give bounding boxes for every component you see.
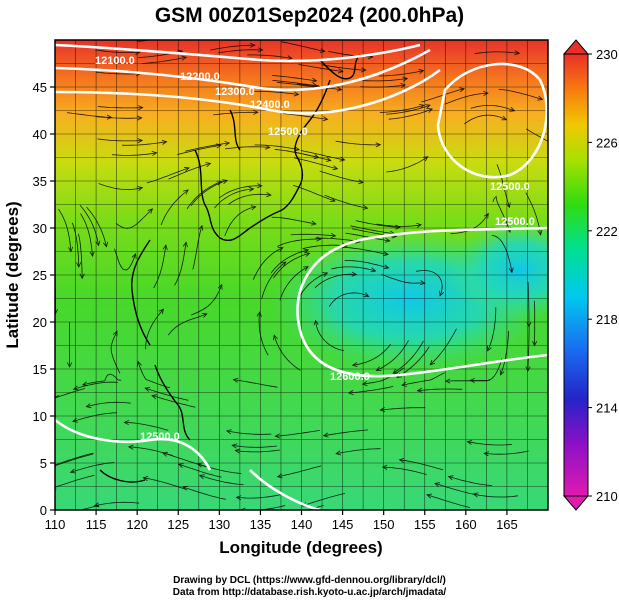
colorbar-tick-label: 218 xyxy=(596,312,618,327)
x-tick-label: 125 xyxy=(167,517,189,532)
y-axis-ticks: 0 5 10 15 20 25 30 35 40 45 xyxy=(33,80,55,518)
y-tick-label: 30 xyxy=(33,221,47,236)
contour-label: 12500.0 xyxy=(140,431,180,443)
credits: Drawing by DCL (https://www.gfd-dennou.o… xyxy=(0,575,619,599)
x-tick-label: 150 xyxy=(373,517,395,532)
y-axis-label: Latitude (degrees) xyxy=(3,201,22,348)
y-tick-label: 10 xyxy=(33,409,47,424)
colorbar-tick-label: 210 xyxy=(596,489,618,504)
contour-label: 12400.0 xyxy=(250,99,290,111)
colorbar-tick-label: 222 xyxy=(596,224,618,239)
x-axis-label: Longitude (degrees) xyxy=(219,538,382,557)
x-tick-label: 165 xyxy=(496,517,518,532)
x-tick-label: 140 xyxy=(291,517,313,532)
colorbar-tick-label: 214 xyxy=(596,401,618,416)
credit-drawing: Drawing by DCL (https://www.gfd-dennou.o… xyxy=(173,575,446,586)
x-tick-label: 115 xyxy=(86,517,107,532)
contour-label: 12500.0 xyxy=(490,181,530,193)
y-tick-label: 35 xyxy=(33,174,47,189)
colorbar: 210 214 218 222 226 230 xyxy=(562,39,618,511)
y-tick-label: 5 xyxy=(40,456,47,471)
contour-label: 12500.0 xyxy=(495,216,535,228)
y-tick-label: 25 xyxy=(33,268,47,283)
map-figure: 12100.012200.012300.012400.012500.012500… xyxy=(3,39,618,557)
y-tick-label: 0 xyxy=(40,503,47,518)
credit-data: Data from http://database.rish.kyoto-u.a… xyxy=(172,587,447,598)
x-tick-label: 160 xyxy=(455,517,477,532)
colorbar-body xyxy=(563,53,589,497)
colorbar-tick-label: 230 xyxy=(596,47,618,62)
contour-label: 12500.0 xyxy=(268,126,308,138)
x-tick-label: 110 xyxy=(45,517,66,532)
contour-label: 12600.0 xyxy=(330,371,370,383)
x-tick-label: 145 xyxy=(332,517,354,532)
cool-region-east xyxy=(450,220,548,320)
y-tick-label: 15 xyxy=(33,362,47,377)
page-title: GSM 00Z01Sep2024 (200.0hPa) xyxy=(154,4,465,27)
colorbar-tick-label: 226 xyxy=(596,135,618,150)
y-tick-label: 40 xyxy=(33,127,47,142)
contour-label: 12200.0 xyxy=(180,71,220,83)
lat-lon-grid xyxy=(55,40,548,510)
y-tick-label: 45 xyxy=(33,80,47,95)
streamlines xyxy=(55,40,548,510)
y-tick-label: 20 xyxy=(33,315,47,330)
x-tick-label: 155 xyxy=(414,517,436,532)
coastline xyxy=(99,54,361,483)
colorbar-ticks: 210 214 218 222 226 230 xyxy=(588,47,618,504)
height-contours xyxy=(55,43,548,510)
contour-label: 12100.0 xyxy=(95,55,135,67)
x-tick-label: 120 xyxy=(126,517,148,532)
x-tick-label: 135 xyxy=(250,517,272,532)
colorbar-bottom-arrow xyxy=(562,495,590,511)
contour-label: 12300.0 xyxy=(215,86,255,98)
x-axis-ticks: 110 115 120 125 130 135 140 145 150 155 160 165 xyxy=(45,510,518,532)
colorbar-top-arrow xyxy=(562,39,590,55)
x-tick-label: 130 xyxy=(208,517,230,532)
